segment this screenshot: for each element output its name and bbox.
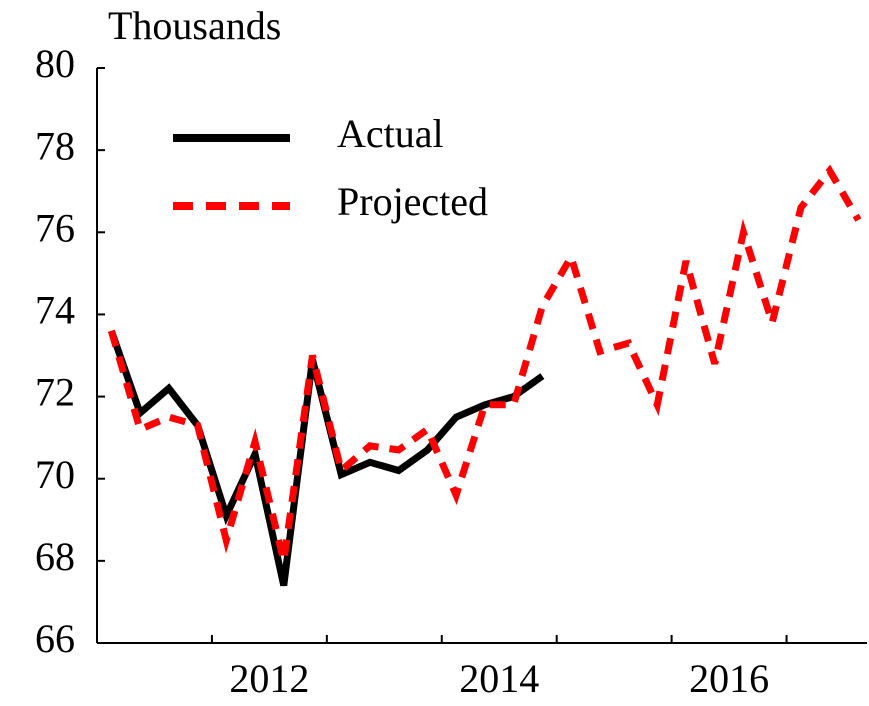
x-tick-label: 2016 — [689, 656, 769, 701]
y-tick-label: 70 — [35, 452, 75, 497]
y-tick-label: 74 — [35, 288, 75, 333]
x-tick-label: 2014 — [459, 656, 539, 701]
y-tick-label: 68 — [35, 534, 75, 579]
y-tick-label: 78 — [35, 123, 75, 168]
legend-label: Projected — [337, 179, 488, 224]
x-tick-label: 2012 — [229, 656, 309, 701]
y-tick-label: 66 — [35, 616, 75, 661]
y-tick-label: 72 — [35, 370, 75, 415]
chart-title: Thousands — [108, 3, 281, 48]
y-tick-label: 80 — [35, 41, 75, 86]
legend-label: Actual — [337, 111, 444, 156]
series-line — [108, 329, 545, 587]
y-tick-label: 76 — [35, 205, 75, 250]
